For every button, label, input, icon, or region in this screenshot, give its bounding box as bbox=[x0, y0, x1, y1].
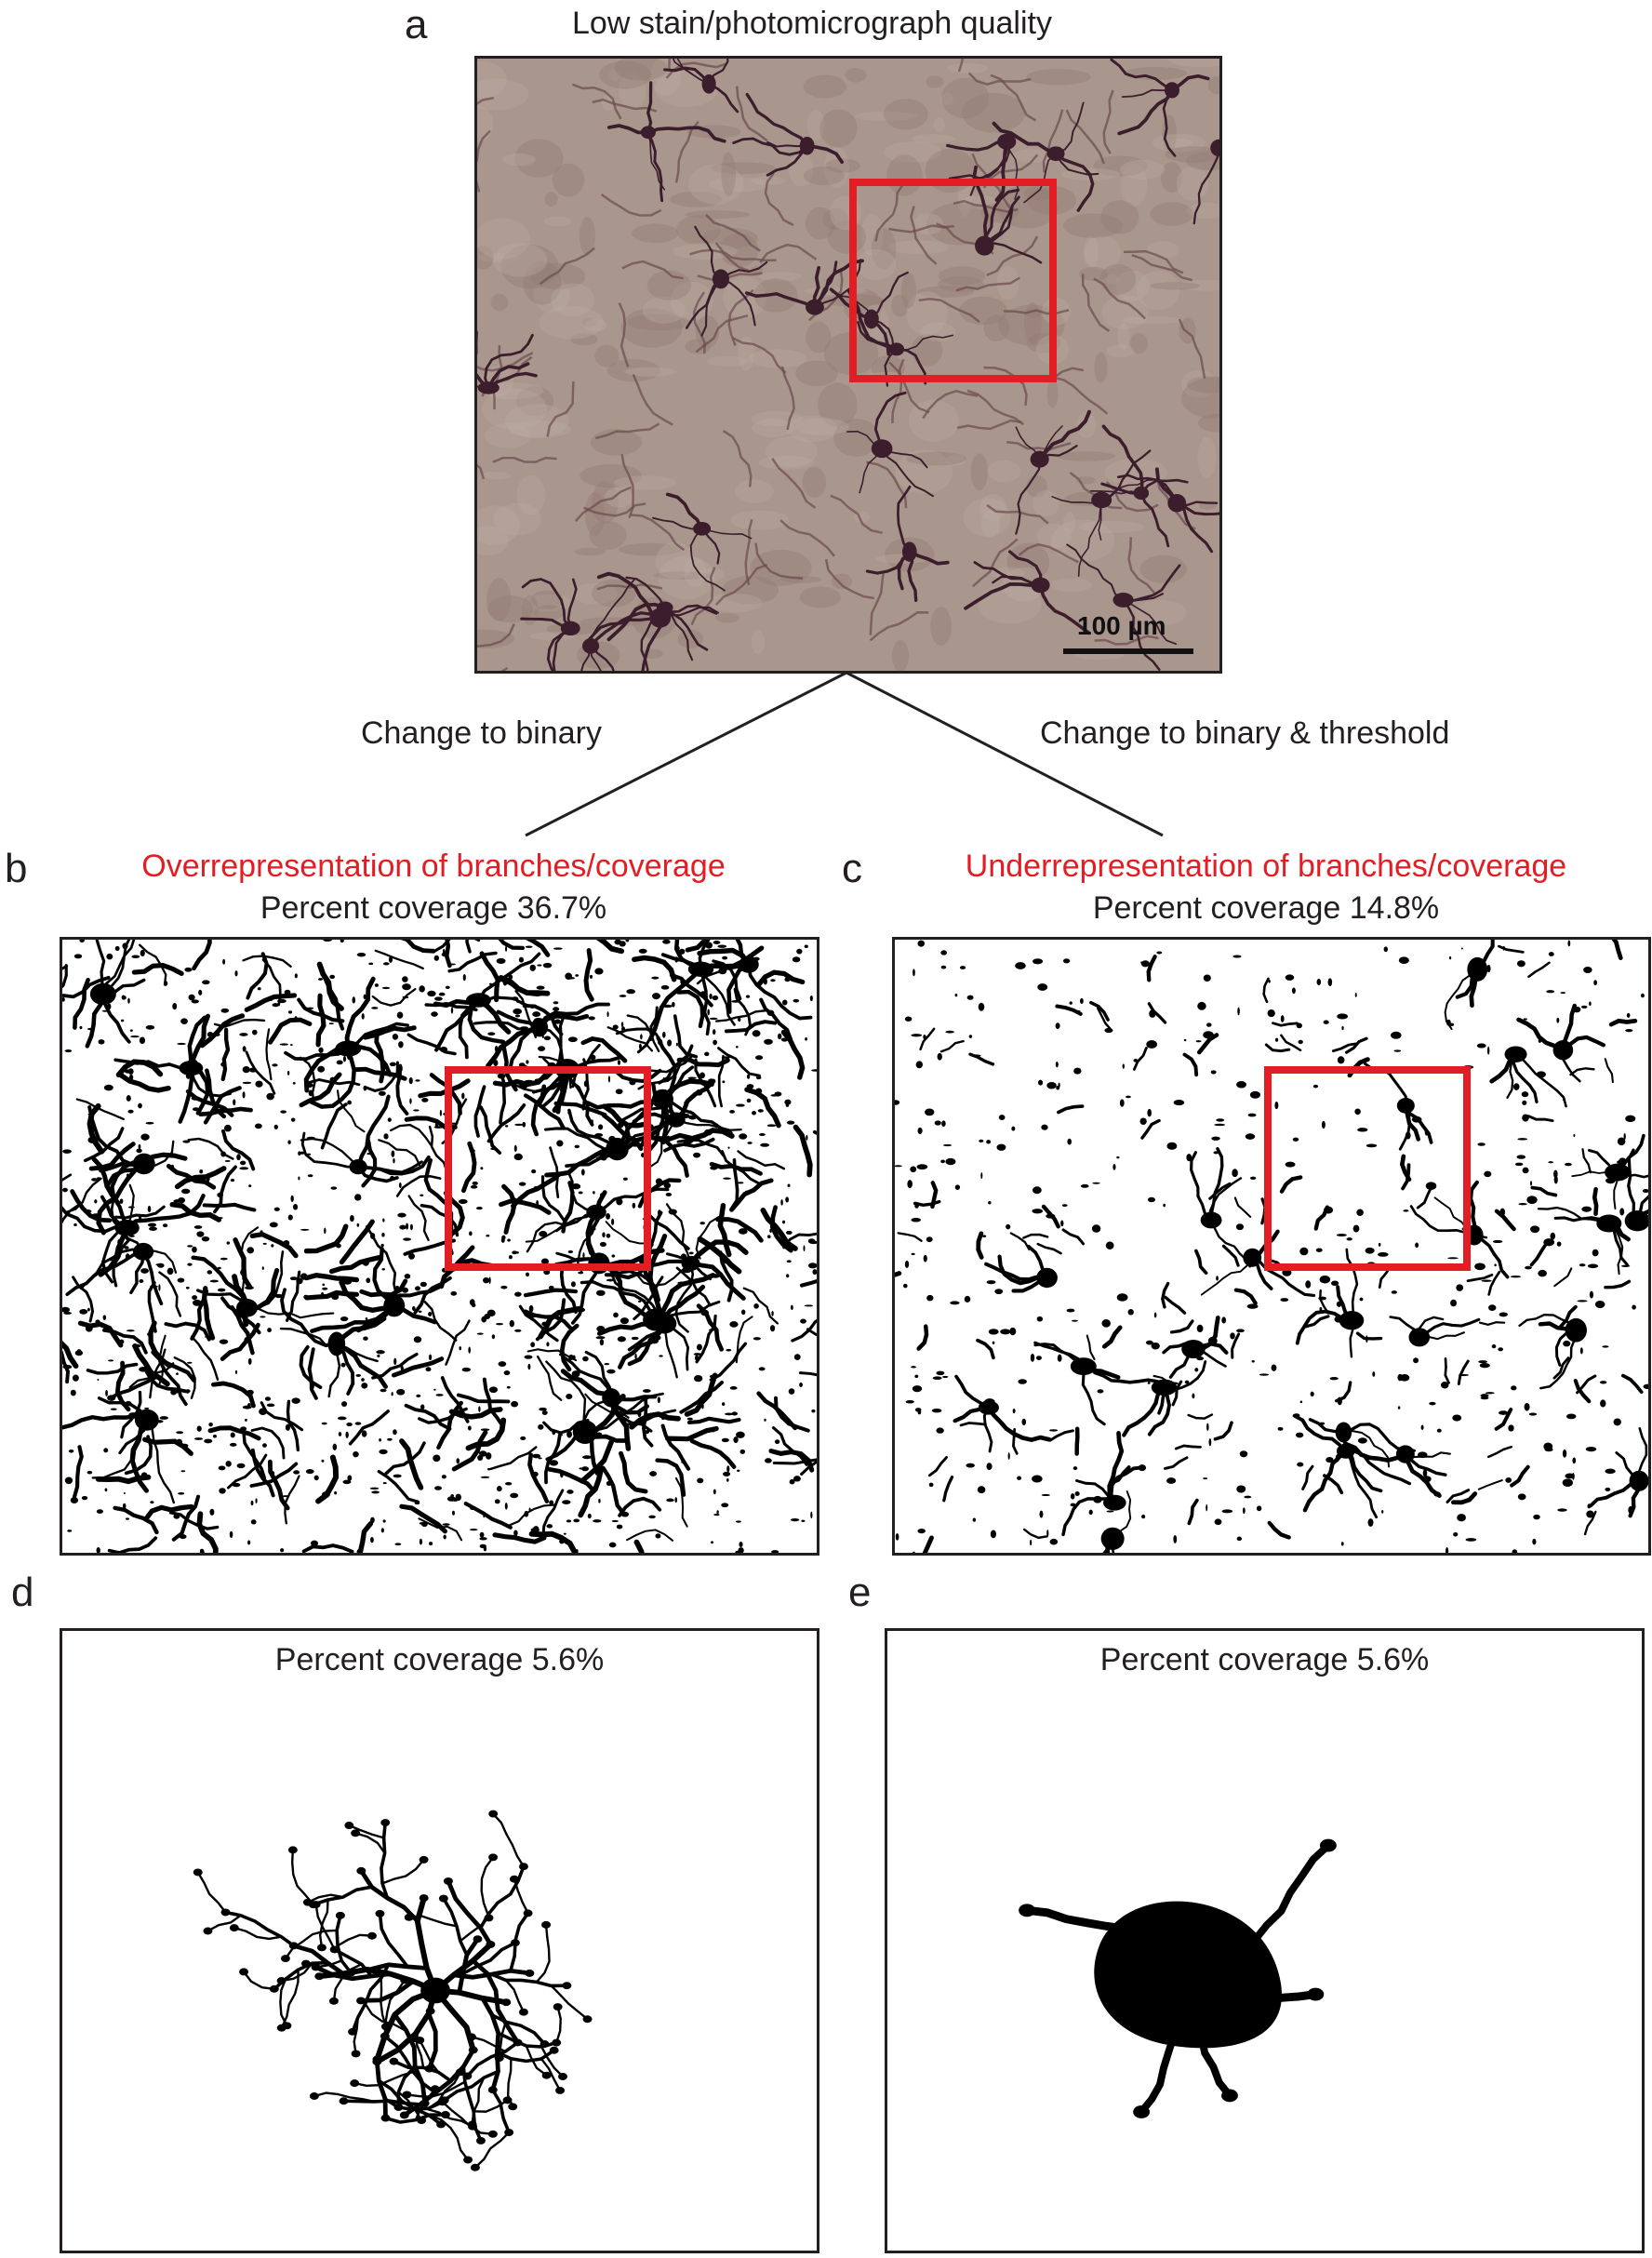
ramified-cell-outline bbox=[193, 1810, 593, 2171]
panel-b-binary-image bbox=[60, 937, 819, 1556]
panel-a-title: Low stain/photomicrograph quality bbox=[572, 6, 1052, 41]
scale-bar-label: 100 µm bbox=[1077, 611, 1166, 640]
panel-d-frame bbox=[60, 1628, 819, 2253]
branch-right-label: Change to binary & threshold bbox=[1040, 715, 1450, 751]
panel-e-label: e bbox=[848, 1570, 872, 1615]
panel-c-subtitle: Percent coverage 14.8% bbox=[1092, 890, 1440, 926]
binary-dense-image bbox=[62, 940, 817, 1553]
panel-e-frame bbox=[885, 1628, 1645, 2253]
connector-right bbox=[846, 671, 1164, 837]
panel-c-binary-image bbox=[892, 937, 1651, 1556]
scale-bar bbox=[1063, 648, 1193, 654]
panel-b-label: b bbox=[5, 846, 28, 891]
panel-c-title: Underrepresentation of branches/coverage bbox=[965, 848, 1567, 884]
amoeboid-cell-outline bbox=[1019, 1838, 1337, 2118]
panel-c-roi-box bbox=[1264, 1066, 1471, 1271]
binary-sparse-image bbox=[895, 940, 1648, 1553]
panel-e-subtitle: Percent coverage 5.6% bbox=[1099, 1642, 1430, 1677]
stained-tissue-image bbox=[477, 59, 1219, 671]
connector-left bbox=[525, 671, 847, 837]
panel-c-label: c bbox=[842, 846, 862, 891]
branch-left-label: Change to binary bbox=[361, 715, 602, 751]
panel-b-roi-box bbox=[445, 1066, 651, 1271]
panel-a-photomicrograph bbox=[474, 56, 1222, 674]
panel-b-subtitle: Percent coverage 36.7% bbox=[260, 890, 607, 926]
panel-b-title: Overrepresentation of branches/coverage bbox=[141, 848, 726, 884]
panel-a-roi-box bbox=[849, 179, 1057, 382]
panel-a-label: a bbox=[405, 2, 428, 47]
panel-d-subtitle: Percent coverage 5.6% bbox=[274, 1642, 605, 1677]
panel-d-label: d bbox=[11, 1570, 34, 1615]
